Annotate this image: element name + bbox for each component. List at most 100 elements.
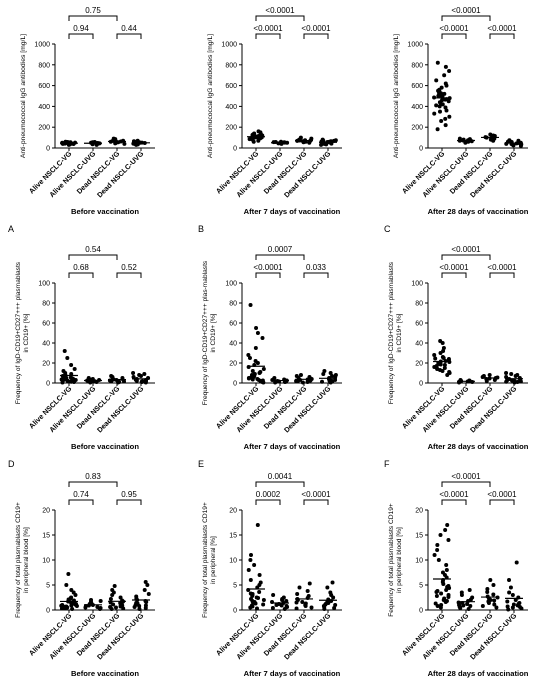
data-point <box>435 60 440 65</box>
data-point <box>326 597 331 602</box>
data-point <box>261 602 266 607</box>
data-point <box>252 563 257 567</box>
data-point <box>443 528 448 532</box>
p-value-label: 0.83 <box>85 472 101 481</box>
data-point <box>294 606 299 611</box>
data-point <box>439 91 444 96</box>
y-tick-label: 40 <box>415 341 423 348</box>
significance-bracket <box>255 33 281 39</box>
significance-bracket <box>441 15 491 21</box>
data-point <box>442 91 447 96</box>
y-tick-label: 20 <box>229 361 237 368</box>
significance-bracket <box>116 33 142 39</box>
data-point <box>504 379 509 384</box>
panel-letter: B <box>198 224 204 234</box>
data-point <box>441 346 446 350</box>
p-value-label: 0.74 <box>73 490 89 499</box>
y-tick-label: 5 <box>46 583 50 590</box>
data-point <box>437 100 442 105</box>
data-point <box>98 606 103 610</box>
y-tick-label: 400 <box>411 104 423 111</box>
data-point <box>444 568 449 572</box>
data-point <box>252 372 257 376</box>
data-point <box>281 595 286 600</box>
data-point <box>515 380 520 384</box>
y-tick-label: 40 <box>42 341 50 348</box>
data-point <box>257 573 262 577</box>
p-value-label: 0.75 <box>85 6 101 15</box>
data-point <box>89 598 94 602</box>
significance-bracket <box>68 15 118 21</box>
data-point <box>434 78 439 83</box>
data-point <box>445 523 450 527</box>
data-point <box>62 377 67 382</box>
significance-bracket <box>116 499 142 505</box>
y-tick-label: 20 <box>415 508 423 515</box>
data-point <box>68 375 73 380</box>
x-axis-label: After 7 days of vaccination <box>244 442 341 451</box>
data-point <box>504 375 509 379</box>
data-point <box>480 604 485 608</box>
significance-bracket <box>255 272 281 278</box>
data-point <box>309 136 314 141</box>
data-point <box>86 603 91 608</box>
data-point <box>330 580 335 585</box>
data-point <box>300 600 305 604</box>
y-tick-label: 0 <box>46 608 50 615</box>
data-point <box>145 583 150 587</box>
data-point <box>437 104 442 109</box>
data-point <box>443 123 448 128</box>
y-tick-label: 10 <box>415 558 423 565</box>
data-point <box>444 588 449 592</box>
data-point <box>257 590 262 594</box>
data-point <box>515 373 520 377</box>
data-point <box>71 590 76 595</box>
data-point <box>95 605 100 609</box>
y-tick-label: 800 <box>38 62 50 69</box>
data-point <box>118 595 123 600</box>
data-point <box>433 356 438 361</box>
data-point <box>330 374 335 378</box>
data-point <box>70 607 75 611</box>
data-point <box>485 590 490 594</box>
data-point <box>248 558 253 562</box>
data-point <box>249 375 254 380</box>
data-point <box>507 590 512 595</box>
y-tick-label: 20 <box>42 361 50 368</box>
data-point <box>272 376 277 380</box>
y-tick-label: 600 <box>38 83 50 90</box>
data-point <box>333 603 338 607</box>
x-axis-label: Before vaccination <box>71 442 139 451</box>
y-tick-label: 20 <box>229 508 237 515</box>
data-point <box>434 365 439 370</box>
p-value-label: <0.0001 <box>439 263 469 272</box>
y-tick-label: 0 <box>419 608 423 615</box>
data-point <box>507 578 512 582</box>
data-point <box>325 585 330 590</box>
y-tick-label: 15 <box>415 533 423 540</box>
data-point <box>142 588 147 592</box>
data-point <box>467 588 472 592</box>
y-tick-label: 80 <box>229 301 237 308</box>
data-point <box>443 116 448 121</box>
data-point <box>442 596 447 601</box>
p-value-label: <0.0001 <box>301 490 331 499</box>
data-point <box>309 605 314 610</box>
data-point <box>444 108 449 113</box>
data-point <box>307 581 312 586</box>
data-point <box>492 598 497 603</box>
data-point <box>329 378 334 383</box>
p-value-label: 0.0002 <box>256 490 281 499</box>
y-tick-label: 20 <box>42 508 50 515</box>
y-tick-label: 600 <box>411 83 423 90</box>
y-tick-label: 0 <box>419 146 423 153</box>
data-point <box>443 64 448 69</box>
y-tick-label: 200 <box>411 125 423 132</box>
data-point <box>255 331 260 335</box>
data-point <box>113 605 118 610</box>
data-point <box>255 606 260 611</box>
data-point <box>255 523 260 527</box>
p-value-label: <0.0001 <box>487 263 517 272</box>
data-point <box>146 592 151 596</box>
